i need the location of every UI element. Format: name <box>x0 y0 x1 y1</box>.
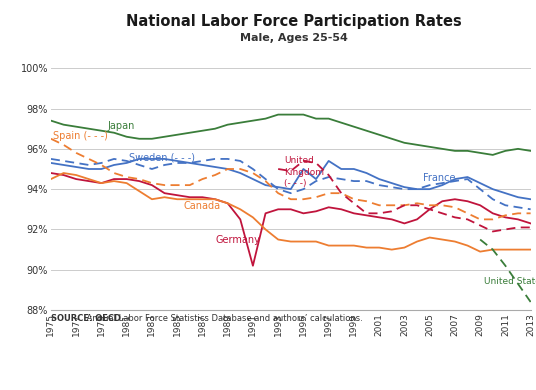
Text: Sweden (- - -): Sweden (- - -) <box>129 153 195 163</box>
Text: United
Kingdom
(- - -): United Kingdom (- - -) <box>285 156 324 188</box>
Text: Spain (- - -): Spain (- - -) <box>54 131 108 141</box>
Text: France: France <box>423 173 456 183</box>
Text: Annual Labor Force Statistics Database and authors’ calculations.: Annual Labor Force Statistics Database a… <box>84 314 363 323</box>
Text: SOURCE: OECD: SOURCE: OECD <box>51 314 121 323</box>
Text: National Labor Force Participation Rates: National Labor Force Participation Rates <box>126 14 461 28</box>
Text: Canada: Canada <box>183 201 221 211</box>
Text: Federal Reserve Bank of St. Louis: Federal Reserve Bank of St. Louis <box>8 370 187 379</box>
Text: Japan: Japan <box>108 121 135 131</box>
Text: Male, Ages 25-54: Male, Ages 25-54 <box>240 33 348 43</box>
Text: Germany: Germany <box>215 234 260 245</box>
Text: United States (- - -): United States (- - -) <box>484 277 536 286</box>
